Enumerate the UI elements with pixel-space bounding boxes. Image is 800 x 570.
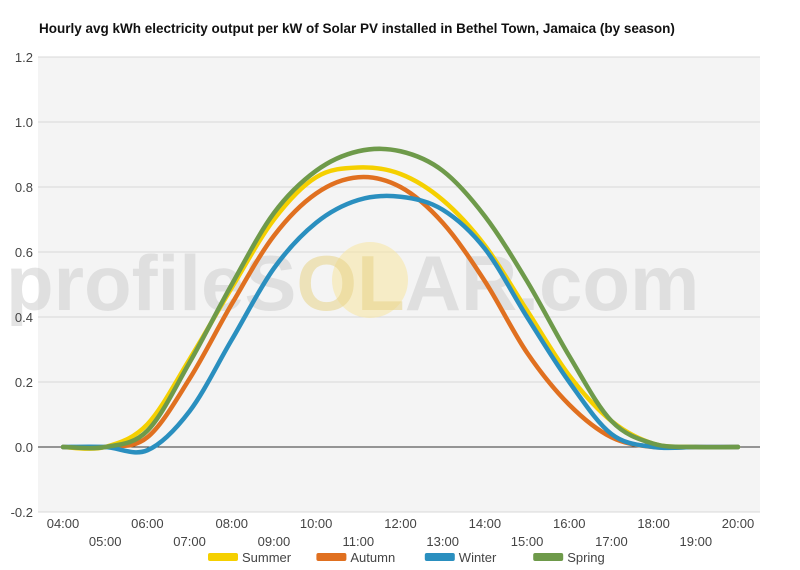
x-tick-label: 17:00 — [595, 534, 628, 549]
x-tick-label: 07:00 — [173, 534, 206, 549]
legend-swatch-spring — [533, 553, 564, 561]
series-line-spring[interactable] — [60, 146, 741, 451]
chart-title: Hourly avg kWh electricity output per kW… — [39, 21, 675, 36]
y-tick-label: 0.8 — [15, 180, 33, 195]
y-axis-ticks: -0.2 0.0 0.2 0.4 0.6 0.8 1.0 1.2 — [11, 50, 33, 520]
x-tick-label: 09:00 — [258, 534, 291, 549]
legend-swatch-autumn — [316, 553, 347, 561]
x-tick-label: 13:00 — [426, 534, 459, 549]
y-tick-label: 0.6 — [15, 245, 33, 260]
x-tick-label: 04:00 — [47, 516, 80, 531]
series-line-winter[interactable] — [60, 193, 741, 455]
y-tick-label: 0.0 — [15, 440, 33, 455]
legend-item-winter[interactable]: Winter — [424, 550, 497, 565]
legend-label-autumn: Autumn — [350, 550, 395, 565]
watermark-sun-icon — [332, 242, 408, 318]
legend-label-winter: Winter — [459, 550, 497, 565]
y-tick-label: 0.4 — [15, 310, 33, 325]
legend-swatch-summer — [208, 553, 238, 561]
y-tick-label: -0.2 — [11, 505, 33, 520]
x-tick-label: 14:00 — [469, 516, 502, 531]
x-tick-label: 11:00 — [343, 534, 375, 549]
x-tick-label: 18:00 — [637, 516, 670, 531]
x-tick-label: 05:00 — [89, 534, 122, 549]
y-tick-label: 1.0 — [15, 115, 33, 130]
x-tick-label: 19:00 — [680, 534, 713, 549]
x-axis-ticks: 04:00 05:00 06:00 07:00 08:00 09:00 10:00 11:00… — [47, 516, 755, 549]
series-group — [60, 146, 741, 455]
x-tick-label: 15:00 — [511, 534, 544, 549]
x-tick-label: 20:00 — [722, 516, 755, 531]
legend-label-spring: Spring — [567, 550, 605, 565]
y-tick-label: 0.2 — [15, 375, 33, 390]
legend-swatch-winter — [424, 553, 455, 561]
x-tick-label: 12:00 — [384, 516, 417, 531]
legend-item-autumn[interactable]: Autumn — [316, 550, 395, 565]
x-tick-label: 16:00 — [553, 516, 586, 531]
grid — [38, 56, 760, 513]
legend-item-summer[interactable]: Summer — [208, 550, 292, 565]
x-tick-label: 10:00 — [300, 516, 333, 531]
legend-item-spring[interactable]: Spring — [533, 550, 605, 565]
y-tick-label: 1.2 — [15, 50, 33, 65]
legend-label-summer: Summer — [242, 550, 292, 565]
watermark-text: profileSOLAR.com — [6, 239, 699, 327]
x-tick-label: 06:00 — [131, 516, 164, 531]
x-tick-label: 08:00 — [215, 516, 248, 531]
legend[interactable]: Summer Autumn Winter Spring — [208, 550, 605, 565]
watermark: profileSOLAR.com — [6, 239, 699, 327]
